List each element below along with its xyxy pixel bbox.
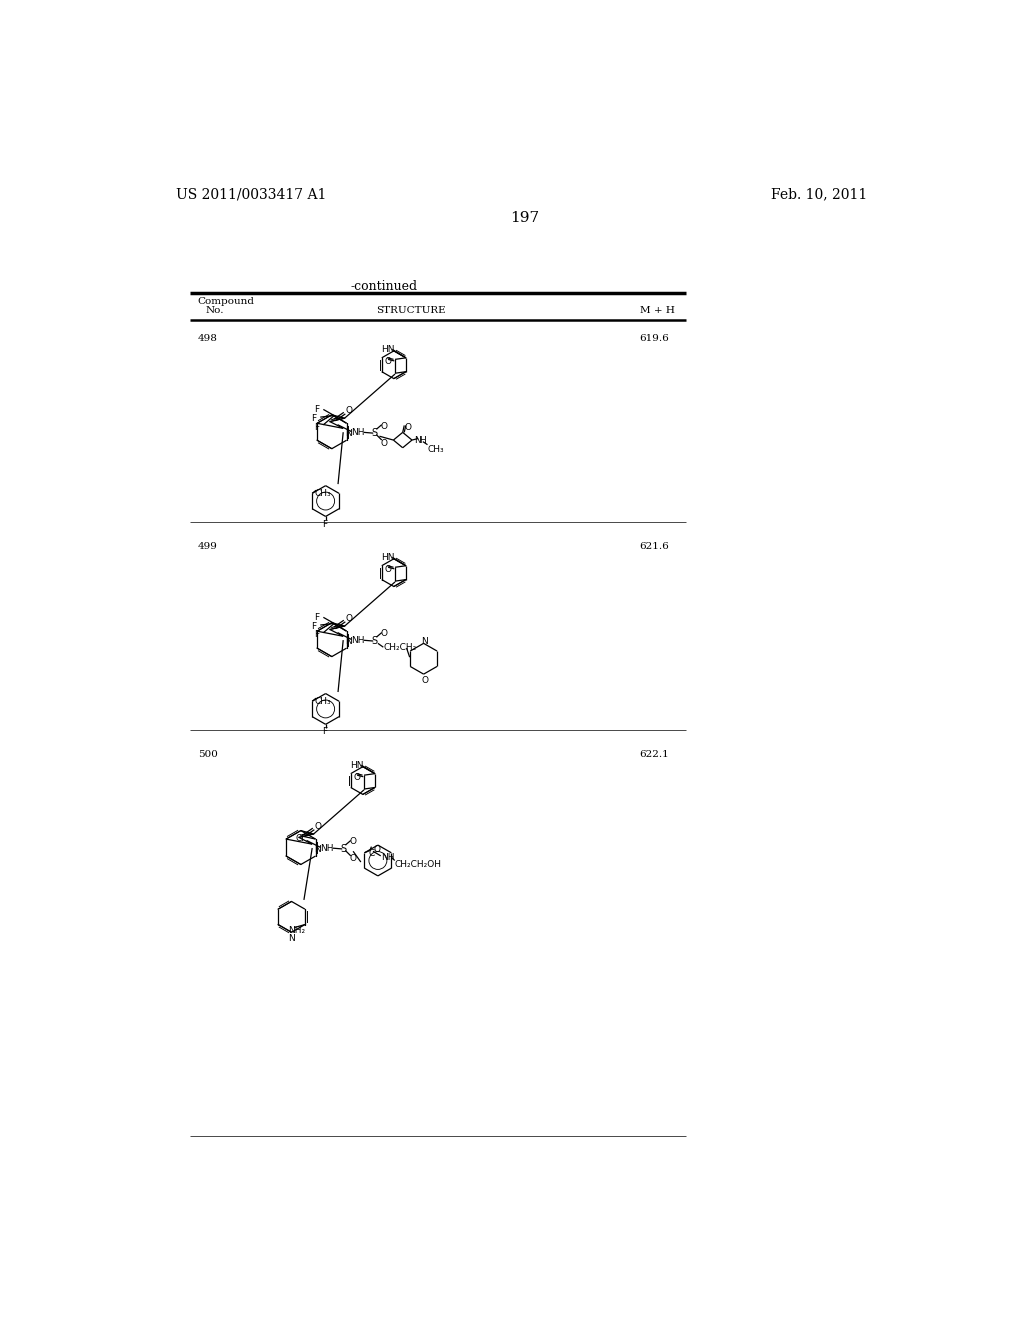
Text: M + H: M + H bbox=[640, 306, 675, 315]
Text: O: O bbox=[381, 421, 388, 430]
Text: F: F bbox=[314, 612, 319, 622]
Text: Cl: Cl bbox=[296, 834, 304, 843]
Text: N: N bbox=[345, 429, 351, 438]
Text: O: O bbox=[314, 822, 322, 832]
Text: 622.1: 622.1 bbox=[640, 750, 670, 759]
Text: CH₂CH₂: CH₂CH₂ bbox=[383, 643, 417, 652]
Text: NH: NH bbox=[351, 428, 365, 437]
Text: O: O bbox=[345, 407, 352, 416]
Text: No.: No. bbox=[206, 306, 224, 315]
Text: F: F bbox=[314, 422, 319, 432]
Text: F: F bbox=[311, 622, 316, 631]
Text: S: S bbox=[341, 843, 347, 854]
Text: O: O bbox=[374, 845, 381, 854]
Text: CH₃: CH₃ bbox=[314, 697, 331, 706]
Text: NH: NH bbox=[351, 636, 365, 644]
Text: N: N bbox=[345, 638, 351, 645]
Text: CH₃: CH₃ bbox=[427, 445, 444, 454]
Text: CH₃: CH₃ bbox=[314, 488, 331, 498]
Text: NH₂: NH₂ bbox=[288, 927, 305, 935]
Text: F: F bbox=[311, 414, 316, 422]
Text: O: O bbox=[350, 837, 357, 846]
Text: S: S bbox=[372, 428, 378, 438]
Text: Feb. 10, 2011: Feb. 10, 2011 bbox=[771, 187, 867, 202]
Text: O: O bbox=[381, 630, 388, 639]
Text: CH₂CH₂OH: CH₂CH₂OH bbox=[394, 861, 441, 870]
Text: NH: NH bbox=[381, 853, 394, 862]
Text: HN: HN bbox=[381, 345, 395, 354]
Text: O: O bbox=[353, 774, 360, 781]
Text: HN: HN bbox=[350, 760, 364, 770]
Text: F: F bbox=[314, 405, 319, 413]
Text: F: F bbox=[323, 727, 328, 737]
Text: 621.6: 621.6 bbox=[640, 543, 670, 550]
Text: O: O bbox=[421, 676, 428, 685]
Text: 498: 498 bbox=[198, 334, 218, 343]
Text: NH: NH bbox=[321, 843, 334, 853]
Text: O: O bbox=[384, 565, 391, 574]
Text: HN: HN bbox=[381, 553, 395, 561]
Text: O: O bbox=[381, 438, 388, 447]
Text: N: N bbox=[313, 845, 321, 854]
Text: N: N bbox=[421, 638, 428, 647]
Text: O: O bbox=[345, 614, 352, 623]
Text: O: O bbox=[384, 358, 391, 366]
Text: N: N bbox=[415, 436, 421, 445]
Text: Compound: Compound bbox=[198, 297, 255, 306]
Text: O: O bbox=[404, 424, 412, 432]
Text: 197: 197 bbox=[510, 211, 540, 224]
Text: -continued: -continued bbox=[350, 280, 418, 293]
Text: C: C bbox=[369, 849, 375, 858]
Text: STRUCTURE: STRUCTURE bbox=[376, 306, 445, 315]
Text: N: N bbox=[289, 933, 295, 942]
Text: US 2011/0033417 A1: US 2011/0033417 A1 bbox=[176, 187, 327, 202]
Text: 499: 499 bbox=[198, 543, 218, 550]
Text: H: H bbox=[419, 436, 426, 445]
Text: F: F bbox=[314, 631, 319, 639]
Text: S: S bbox=[372, 636, 378, 645]
Text: 619.6: 619.6 bbox=[640, 334, 670, 343]
Text: 500: 500 bbox=[198, 750, 218, 759]
Text: O: O bbox=[350, 854, 357, 863]
Text: F: F bbox=[323, 520, 328, 528]
